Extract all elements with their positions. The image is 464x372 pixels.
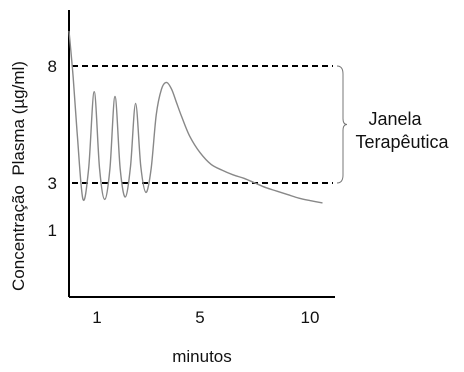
y-tick-label-8: 8 [48, 57, 57, 76]
y-tick-label-1: 1 [48, 221, 57, 240]
y-axis-title: Concentração Plasma (µg/ml) [9, 61, 28, 291]
therapeutic-window-label-line1: Janela [368, 109, 422, 129]
x-tick-label-10: 10 [301, 308, 320, 327]
x-tick-label-5: 5 [195, 308, 204, 327]
x-tick-label-1: 1 [92, 308, 101, 327]
concentration-curve [68, 30, 323, 204]
x-axis-title: minutos [172, 347, 232, 366]
therapeutic-window-label-line2: Terapêutica [355, 132, 449, 152]
therapeutic-window-bracket [336, 65, 348, 184]
y-tick-label-3: 3 [48, 174, 57, 193]
